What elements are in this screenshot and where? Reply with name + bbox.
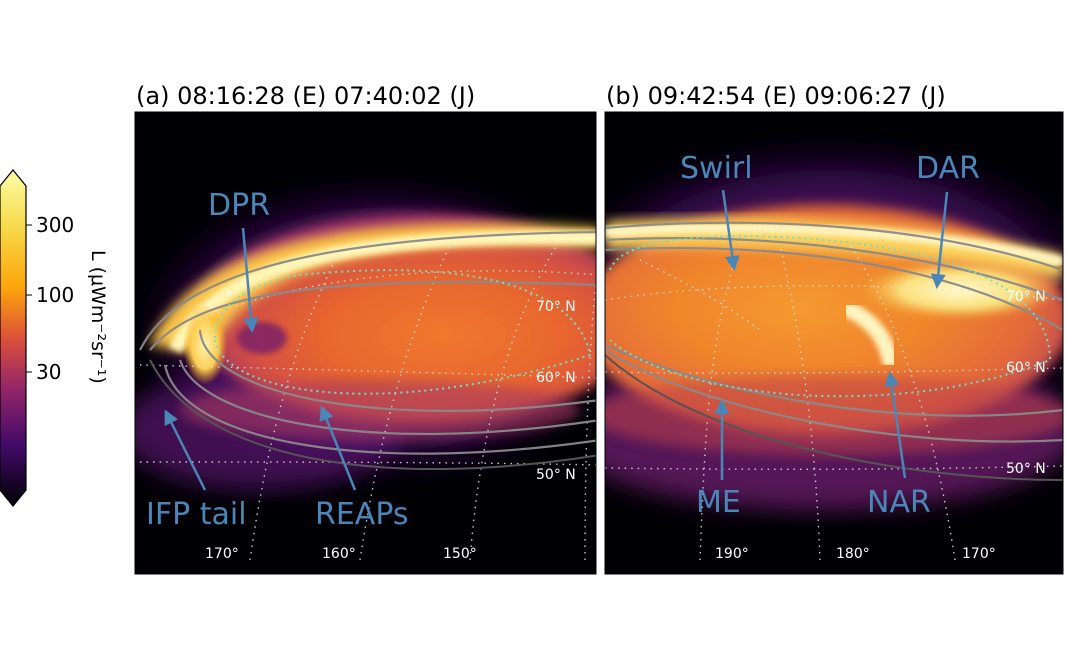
lon-label-180: 180° — [836, 546, 870, 562]
colorbar-bar — [0, 169, 27, 507]
arrow-reaps — [319, 405, 357, 491]
lon-label-170: 170° — [205, 546, 239, 562]
annotation-nar: NAR — [867, 485, 931, 520]
panel-a-frame — [134, 111, 597, 575]
arrow-ifp-tail — [164, 409, 207, 491]
lat-label-70-b: 70° N — [1006, 289, 1046, 305]
annotation-me: ME — [696, 485, 741, 520]
lon-label-150: 150° — [443, 546, 477, 562]
arrow-swirl — [721, 189, 740, 271]
arrow-dar — [930, 191, 949, 289]
annotation-dar: DAR — [916, 151, 980, 186]
lon-label-160: 160° — [322, 546, 356, 562]
annotation-swirl: Swirl — [680, 151, 753, 186]
arrow-nar — [884, 371, 907, 479]
lat-label-50: 50° N — [536, 467, 576, 483]
panel-a: (a) 08:16:28 (E) 07:40:02 (J) — [134, 82, 597, 575]
lon-label-190: 190° — [715, 546, 749, 562]
lat-label-70: 70° N — [536, 299, 576, 315]
panel-b-title: (b) 09:42:54 (E) 09:06:27 (J) — [606, 82, 946, 110]
annotation-reaps: REAPs — [315, 497, 409, 532]
lon-label-170-b: 170° — [962, 546, 996, 562]
annotation-ifp-tail: IFP tail — [146, 497, 247, 532]
panel-b-image — [605, 112, 1063, 574]
panel-b: (b) 09:42:54 (E) 09:06:27 (J) — [604, 82, 1064, 575]
colorbar: 300 100 30 L (μWm⁻²sr⁻¹) — [0, 169, 109, 507]
lat-label-50-b: 50° N — [1006, 461, 1046, 477]
colorbar-tick-30: 30 — [36, 360, 61, 384]
arrow-dpr — [241, 227, 259, 333]
panel-b-frame — [604, 111, 1064, 575]
lat-label-60: 60° N — [536, 370, 576, 386]
panel-a-title: (a) 08:16:28 (E) 07:40:02 (J) — [136, 82, 475, 110]
annotation-dpr: DPR — [208, 188, 270, 223]
colorbar-tick-300: 300 — [36, 213, 74, 237]
colorbar-tick-100: 100 — [36, 283, 74, 307]
colorbar-label: L (μWm⁻²sr⁻¹) — [87, 250, 109, 384]
panel-a-image — [135, 112, 596, 574]
lat-label-60-b: 60° N — [1006, 360, 1046, 376]
